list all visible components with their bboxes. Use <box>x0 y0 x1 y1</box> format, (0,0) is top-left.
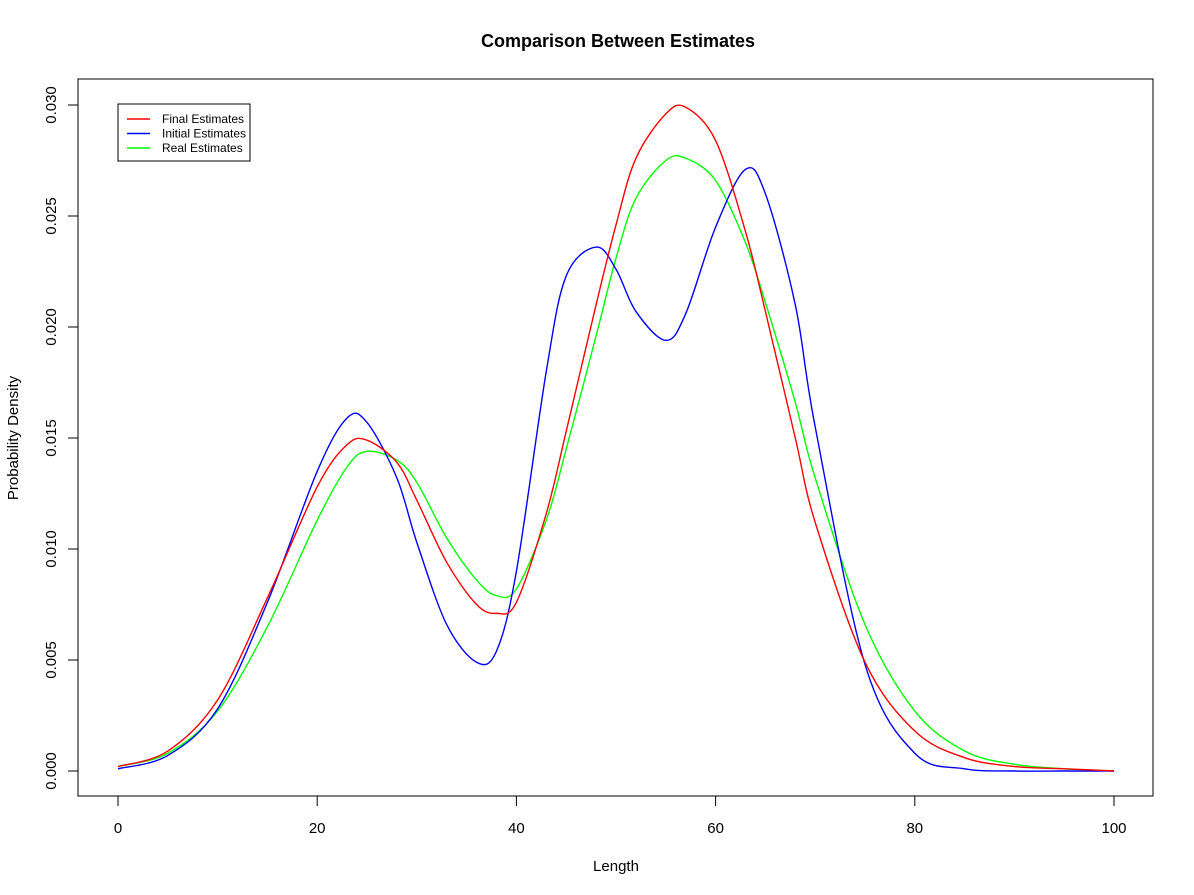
series-line-real-estimates <box>117 154 1115 772</box>
x-tick-label: 100 <box>1101 820 1126 837</box>
x-axis-label: Length <box>593 858 639 875</box>
legend-label-initial-estimates: Initial Estimates <box>162 127 246 141</box>
chart-title: Comparison Between Estimates <box>481 31 755 51</box>
x-axis: 0 20 40 60 80 100 <box>114 795 1127 837</box>
legend-label-final-estimates: Final Estimates <box>162 112 244 126</box>
y-axis: 0.000 0.005 0.010 0.015 0.020 0.025 0.030 <box>43 86 79 790</box>
y-tick-label: 0.000 <box>43 752 60 790</box>
x-tick-label: 0 <box>114 820 122 837</box>
y-tick-label: 0.020 <box>43 308 60 346</box>
y-axis-label: Probability Density <box>5 375 22 500</box>
legend-label-real-estimates: Real Estimates <box>162 141 243 155</box>
x-tick-label: 80 <box>906 820 923 837</box>
y-tick-label: 0.015 <box>43 419 60 457</box>
y-tick-label: 0.010 <box>43 530 60 568</box>
y-tick-label: 0.025 <box>43 197 60 235</box>
x-tick-label: 40 <box>508 820 525 837</box>
plot-frame <box>77 78 1154 797</box>
series-line-initial-estimates <box>117 166 1114 772</box>
series-layer <box>117 104 1115 772</box>
x-tick-label: 20 <box>309 820 326 837</box>
legend-box <box>117 103 251 162</box>
series-line-final-estimates <box>117 104 1115 772</box>
x-tick-label: 60 <box>707 820 724 837</box>
y-tick-label: 0.030 <box>43 86 60 124</box>
y-tick-label: 0.005 <box>43 641 60 679</box>
